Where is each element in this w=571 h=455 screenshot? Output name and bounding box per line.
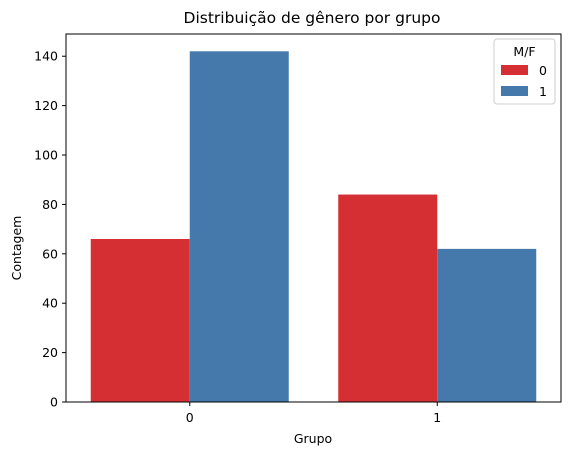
y-tick-label: 140 (34, 49, 58, 64)
axes-group: 0 20 40 60 80 100 120 140 0 1 (34, 33, 562, 425)
x-tick-label: 1 (433, 410, 441, 425)
legend-label-0: 0 (539, 63, 547, 78)
y-tick-label: 40 (42, 296, 58, 311)
plot-frame (65, 33, 562, 403)
bar-series-1-cat-1 (437, 248, 537, 402)
x-axis-label: Grupo (294, 431, 332, 446)
y-tick-label: 80 (42, 197, 58, 212)
y-axis-label: Contagem (9, 216, 24, 281)
y-tick-label: 20 (42, 345, 58, 360)
bars-group (90, 51, 537, 403)
legend-swatch-1 (501, 86, 528, 96)
legend-swatch-0 (501, 65, 528, 75)
chart-title: Distribuição de gênero por grupo (184, 9, 441, 27)
y-tick-label: 100 (34, 148, 58, 163)
legend-title: M/F (513, 44, 535, 59)
bar-series-0-cat-1 (338, 194, 438, 402)
bar-series-0-cat-0 (90, 238, 190, 402)
legend: M/F 0 1 (493, 38, 556, 105)
y-tick-label: 0 (50, 395, 58, 410)
x-tick-label: 0 (186, 410, 194, 425)
bar-series-1-cat-0 (189, 51, 289, 403)
y-tick-label: 60 (42, 246, 58, 261)
y-tick-label: 120 (34, 98, 58, 113)
legend-label-1: 1 (539, 84, 547, 99)
